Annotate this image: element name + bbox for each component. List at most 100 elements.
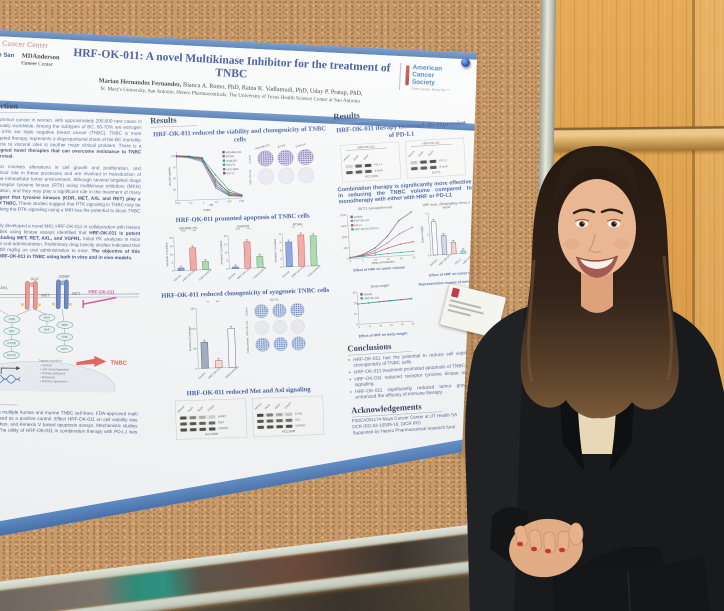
painted-nails bbox=[517, 541, 565, 554]
pdl1-blot-hcc1806: HRF-OK-011 Vehicle 25μM 50μM PD-L1 β-actin HC… bbox=[340, 141, 402, 183]
node-pi3k: PI3K bbox=[9, 317, 16, 321]
node-ras: RAS bbox=[44, 316, 50, 320]
ret-label: RET bbox=[72, 291, 81, 296]
svg-text:0: 0 bbox=[358, 325, 360, 329]
clasped-hands bbox=[509, 518, 584, 578]
pdl1-blot-1: Vehicle 25μM 50μM PD-L1 β-actin HCC1806 bbox=[342, 154, 384, 179]
svg-text:Annexin V positive: Annexin V positive bbox=[273, 238, 278, 262]
wood-panel-divider bbox=[692, 0, 695, 611]
bar-x-labels: Vehicle HRF-OK-011 Cabozantinib bbox=[173, 268, 213, 283]
bar-x-labels: Control HRF-OK-011 Cabozantinib bbox=[197, 366, 239, 381]
svg-text:6: 6 bbox=[280, 240, 282, 244]
apoptosis-panel-3: BT549 ** * 0 2 4 6 8 Annexin V positive Vehicle… bbox=[273, 222, 324, 285]
signaling-pathway-diagram: HGF GDNF AXL MET bbox=[0, 274, 140, 414]
hgf-label: HGF bbox=[30, 276, 39, 281]
chart-canvas: 0 25 50 75 100 0.01 0.1 1 10 100 1000 nM % Cell viab… bbox=[167, 151, 246, 207]
svg-text:10: 10 bbox=[224, 250, 228, 254]
transcription-arrow bbox=[0, 366, 21, 374]
svg-text:0: 0 bbox=[226, 267, 228, 271]
md-anderson-line2: Center bbox=[38, 60, 54, 68]
colonies-bar-chart: 0 50 100 150 % Area of Colonies Control HRF-OK… bbox=[187, 304, 242, 386]
apoptosis-bar-chart-2: 0 5 10 15 20 Annexin V positive Vehicle HRF-OK-… bbox=[219, 231, 269, 286]
target-2: • Cell cycle progression bbox=[40, 367, 69, 371]
svg-text:0.1: 0.1 bbox=[189, 201, 193, 205]
well-grid: MDAMB-231 BT549 SUM159 Control HRF-OK-011 bbox=[248, 143, 315, 185]
chart-legend: Vehicle HRF-OK-011 bbox=[359, 292, 379, 301]
right-column: Results HRF-OK-011 therapy increased the… bbox=[333, 104, 477, 437]
svg-text:0: 0 bbox=[172, 269, 174, 273]
svg-text:20: 20 bbox=[401, 322, 405, 326]
svg-text:75: 75 bbox=[172, 165, 176, 169]
introduction-heading: Introduction bbox=[0, 100, 39, 114]
node-erk: ERK bbox=[62, 335, 68, 339]
tumor-volume-chart: 0 500 1000 1500 2000 0 5 10 15 20 25 Days of treatm… bbox=[338, 208, 416, 269]
svg-text:2: 2 bbox=[425, 211, 427, 215]
target-5: • Immune suppression bbox=[40, 379, 68, 383]
svg-text:5: 5 bbox=[171, 261, 173, 265]
svg-text:10: 10 bbox=[374, 258, 378, 262]
axl-receptor: AXL bbox=[0, 285, 8, 290]
acs-tagline: Every cancer. Every life.™ bbox=[411, 87, 450, 93]
hair-highlights bbox=[527, 255, 673, 383]
svg-text:15: 15 bbox=[169, 244, 173, 248]
eyes bbox=[574, 219, 622, 228]
face bbox=[558, 179, 636, 278]
person-photo bbox=[465, 146, 724, 611]
svg-text:10: 10 bbox=[354, 312, 358, 316]
figC-row: Body weight 0 10 20 30 0 5 10 15 20 25 Vehicle HRF-… bbox=[344, 278, 477, 339]
tnbc-label: TNBC bbox=[110, 360, 127, 366]
viability-line-chart: 0 25 50 75 100 0.01 0.1 1 10 100 1000 nM % Cell viab… bbox=[167, 146, 246, 213]
results-heading-right: Results bbox=[333, 109, 381, 124]
right-eyebrow bbox=[600, 208, 624, 215]
apoptosis-bar-chart-1: 0 5 10 15 20 Annexin V positive Vehicle HRF-OK-… bbox=[164, 233, 214, 288]
targets-list: Targets involved in: • Survival • Cell c… bbox=[39, 358, 70, 383]
intro-paragraph-3: Our (Dr. Vadlamudi) lab has recently dev… bbox=[0, 221, 140, 261]
chart-canvas: 0 1 2 Tumor weight bbox=[419, 211, 468, 257]
svg-text:2000: 2000 bbox=[340, 213, 347, 217]
met-western-blot: Vehicle 25μM 50μM 100μM p-MET MET GAPDH HCC1806 bbox=[174, 398, 248, 440]
apoptosis-panel-2: SUM159 **** *** 0 5 10 15 20 Annexin V positiv… bbox=[219, 224, 270, 287]
svg-text:100: 100 bbox=[227, 199, 232, 203]
middle-column: Results HRF-OK-011 reduced the viability… bbox=[150, 110, 339, 441]
svg-text:15: 15 bbox=[390, 323, 394, 327]
pdl1-blot-2: Vehicle 25μM 50μM PD-L1 β-actin E0771 bbox=[407, 150, 449, 175]
fig3-row: ** *** 0 50 100 150% Area of Colonies Control… bbox=[157, 297, 338, 388]
badge-logo bbox=[450, 287, 460, 298]
tumor-weight-chart: 0 1 2 Tumor weight Vehicle HRF-OK-011 PD-L1 HRF… bbox=[419, 208, 477, 274]
fig1-row: 0 25 50 75 100 0.01 0.1 1 10 100 1000 nM % Cell viab… bbox=[151, 143, 331, 214]
ut-health-logo: UT Health San Antonio bbox=[0, 50, 15, 59]
md-anderson-strike: Cancer bbox=[21, 59, 38, 67]
svg-text:% Cell viability: % Cell viability bbox=[167, 166, 172, 185]
target-3: • Therapy resistance bbox=[40, 371, 66, 375]
svg-text:50: 50 bbox=[193, 347, 197, 351]
node-mek: MEK bbox=[62, 323, 69, 327]
svg-text:1000: 1000 bbox=[239, 199, 244, 203]
target-1: • Survival bbox=[40, 363, 52, 367]
methods-paragraph: HRF-OK-011 efficacy was tested on multip… bbox=[0, 408, 138, 435]
svg-text:20: 20 bbox=[399, 256, 403, 260]
chart-canvas: 0 50 100 150 % Area of Colonies bbox=[187, 307, 240, 371]
methods-heading: Methods bbox=[0, 392, 18, 406]
chart-legend: Vehicle HRF-OK-011 PD-L1 HRF-OK-011+PD-L1 bbox=[350, 214, 379, 232]
svg-text:0: 0 bbox=[347, 257, 349, 261]
svg-text:nM: nM bbox=[209, 203, 214, 207]
colony-wells-fig1: MDAMB-231 BT549 SUM159 Control HRF-OK-011 bbox=[248, 143, 315, 185]
tumor-volume-panel: E0771 Xenograft model 0 500 1000 1500 2000 0 5… bbox=[338, 204, 417, 273]
md-anderson-logo: MDAnderson Cancer Center bbox=[21, 52, 60, 68]
svg-text:20: 20 bbox=[353, 301, 357, 305]
pants bbox=[552, 556, 710, 611]
results-heading-mid: Results bbox=[150, 114, 197, 128]
svg-text:500: 500 bbox=[343, 246, 348, 250]
svg-text:5: 5 bbox=[226, 259, 228, 263]
hair-front bbox=[553, 146, 641, 216]
nucleus bbox=[0, 361, 116, 414]
svg-text:50: 50 bbox=[173, 176, 177, 180]
svg-text:0.01: 0.01 bbox=[175, 201, 181, 205]
acs-torch-icon bbox=[405, 65, 410, 86]
figA-row: HRF-OK-011 Vehicle 25μM 50μM PD-L1 β-actin HC… bbox=[335, 137, 471, 183]
body-weight-chart: 0 10 20 30 0 5 10 15 20 25 Vehicle HRF-OK-011 bbox=[348, 286, 416, 334]
left-column: Introduction Breast cancer (BC) is the m… bbox=[0, 100, 142, 445]
